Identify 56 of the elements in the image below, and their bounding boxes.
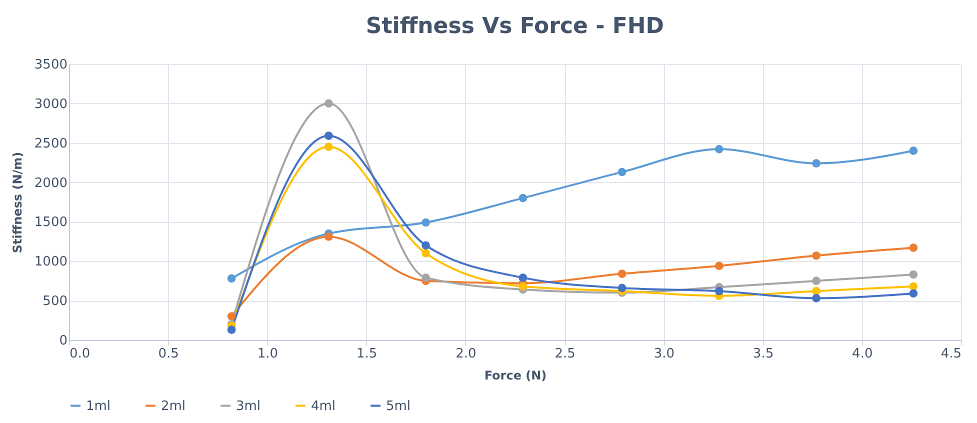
point — [324, 142, 333, 151]
point — [324, 232, 333, 241]
point — [324, 132, 333, 140]
point — [812, 286, 820, 296]
point — [227, 326, 236, 334]
point — [618, 270, 626, 278]
point — [812, 159, 820, 168]
point — [422, 241, 430, 250]
point — [714, 286, 724, 296]
y-tick-label: 1500 — [34, 215, 68, 230]
point — [812, 251, 820, 260]
point — [909, 289, 918, 298]
point — [422, 218, 430, 227]
x-tick-label: 0.0 — [70, 346, 90, 362]
chart-title: Stiffness Vs Force - FHD — [366, 14, 664, 39]
point — [909, 146, 918, 155]
point — [714, 262, 724, 270]
y-tick-label: 0 — [59, 334, 68, 348]
point — [227, 312, 236, 321]
legend-label: 2ml — [161, 398, 186, 414]
y-tick-label: 1000 — [34, 254, 68, 270]
x-tick-label: 1.0 — [257, 346, 278, 362]
point — [518, 282, 528, 291]
legend-label: 5ml — [386, 398, 411, 414]
x-axis-title: Force (N) — [484, 368, 547, 382]
point — [518, 274, 528, 282]
y-tick-label: 500 — [42, 294, 68, 310]
legend-label: 1ml — [86, 398, 111, 414]
legend-label: 3ml — [236, 398, 261, 414]
point — [618, 168, 626, 176]
y-axis-title: Stiffness (N/m) — [10, 152, 24, 254]
point — [909, 244, 918, 252]
point — [909, 282, 918, 291]
point — [812, 276, 820, 286]
point — [909, 270, 918, 279]
x-tick-label: 3.5 — [752, 346, 774, 362]
point — [518, 194, 528, 202]
point — [812, 294, 820, 302]
x-tick-label: 2.5 — [554, 346, 576, 362]
x-tick-label: 3.0 — [654, 346, 675, 362]
legend-label: 4ml — [311, 398, 336, 414]
point — [324, 99, 333, 108]
y-tick-label: 3000 — [34, 96, 68, 112]
point — [714, 144, 724, 154]
point — [227, 274, 236, 283]
x-tick-label: 0.5 — [158, 346, 179, 362]
x-tick-label: 4.0 — [852, 346, 873, 362]
y-tick-label: 3500 — [34, 58, 68, 72]
point — [618, 284, 626, 292]
x-tick-label: 4.5 — [940, 346, 962, 362]
x-tick-label: 1.5 — [356, 346, 378, 362]
point — [422, 249, 430, 258]
point — [422, 274, 430, 282]
x-tick-label: 2.0 — [456, 346, 476, 362]
y-tick-label: 2000 — [34, 176, 68, 191]
y-tick-label: 2500 — [34, 136, 68, 152]
